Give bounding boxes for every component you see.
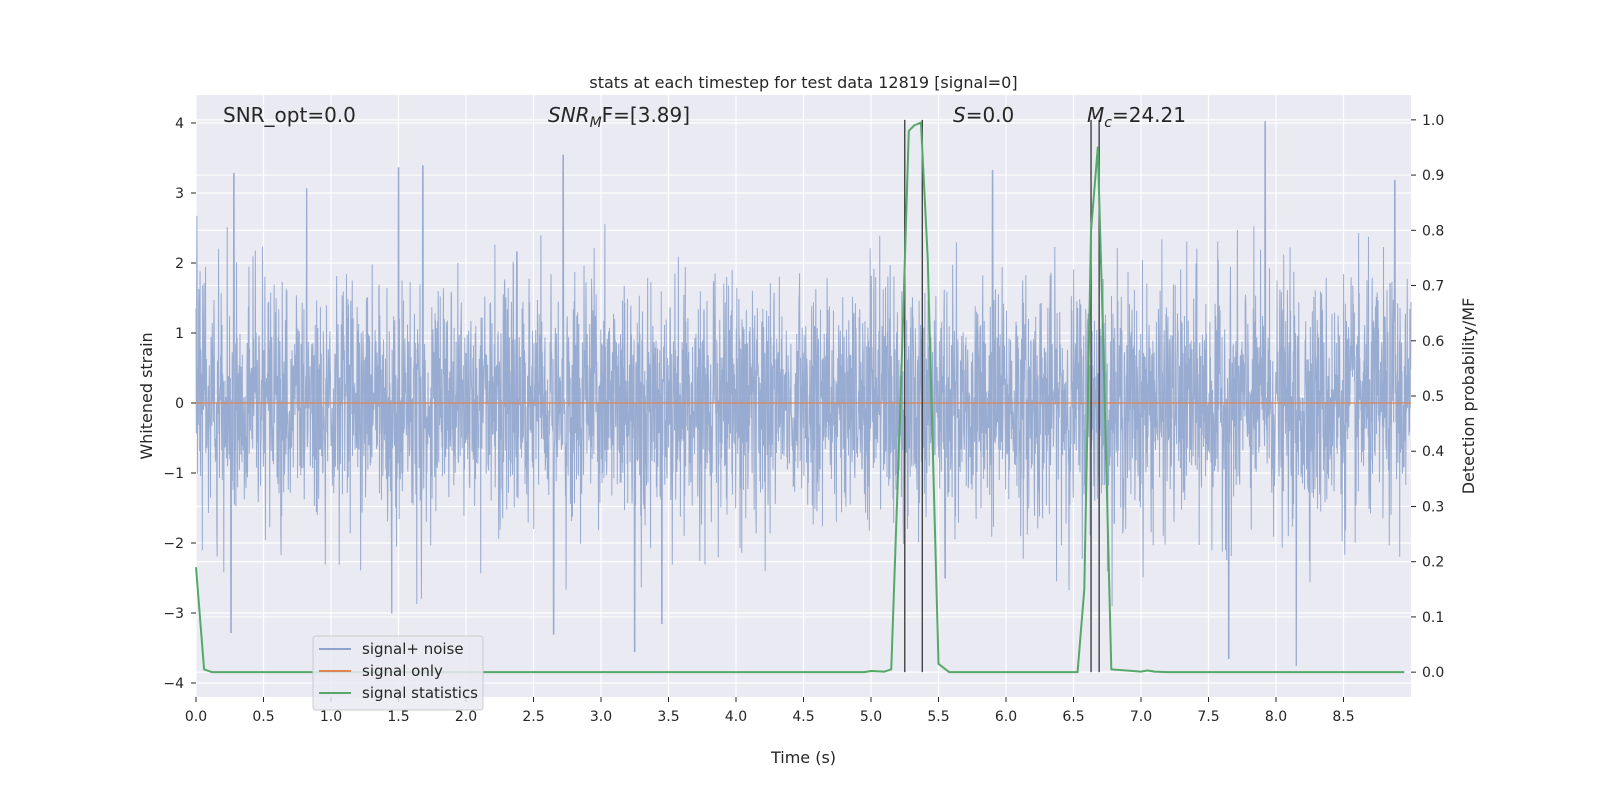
- snr-mf-suffix: F=[3.89]: [602, 103, 690, 127]
- snr-mf-prefix: SNR: [548, 103, 590, 127]
- signal-statistics-trace: [195, 121, 1405, 674]
- x-tick-label-13: 6.5: [1062, 709, 1084, 725]
- x-tick-label-17: 8.5: [1332, 709, 1354, 725]
- legend-label-signal-statistics: signal statistics: [362, 684, 478, 702]
- x-tick-label-12: 6.0: [995, 709, 1017, 725]
- annotation-mc: Mc=24.21: [1087, 103, 1186, 131]
- yr-tick-label-1: 0.9: [1422, 168, 1444, 184]
- yr-tick-label-7: 0.3: [1422, 499, 1444, 515]
- x-axis-label: Time (s): [770, 748, 836, 767]
- x-tick-label-16: 8.0: [1265, 709, 1287, 725]
- legend: signal+ noise signal only signal statist…: [312, 635, 484, 711]
- x-tick-label-6: 3.0: [590, 709, 612, 725]
- yl-tick-label-1: 3: [175, 186, 184, 202]
- y-left-axis-ticks: 4 3 2 1 0 −1 −2 −3 −4: [163, 116, 196, 692]
- y-right-axis-ticks: 1.0 0.9 0.8 0.7 0.6 0.5 0.4 0.3 0.2 0.1 0.0: [1411, 113, 1444, 681]
- yl-tick-label-8: −4: [163, 676, 184, 692]
- series-signal-noise: [195, 121, 1412, 666]
- annotation-snr-mf: SNRMF=[3.89]: [548, 103, 690, 131]
- s-prefix: S: [953, 103, 966, 127]
- yl-tick-label-6: −2: [163, 536, 184, 552]
- s-suffix: =0.0: [966, 103, 1015, 127]
- x-tick-label-4: 2.0: [455, 709, 477, 725]
- yl-tick-label-5: −1: [163, 466, 184, 482]
- yr-tick-label-2: 0.8: [1422, 223, 1444, 239]
- x-tick-label-0: 0.0: [185, 709, 207, 725]
- series-signal-statistics: [195, 121, 1405, 674]
- x-tick-label-15: 7.5: [1197, 709, 1219, 725]
- mc-prefix: M: [1087, 103, 1104, 127]
- yr-tick-label-4: 0.6: [1422, 334, 1444, 350]
- noise-trace: [195, 121, 1412, 666]
- yr-tick-label-0: 1.0: [1422, 113, 1444, 129]
- yr-tick-label-5: 0.5: [1422, 389, 1444, 405]
- legend-label-signal-noise: signal+ noise: [362, 640, 464, 658]
- legend-label-signal-only: signal only: [362, 662, 443, 680]
- x-tick-label-7: 3.5: [657, 709, 679, 725]
- x-tick-label-8: 4.0: [725, 709, 747, 725]
- yl-tick-label-0: 4: [175, 116, 184, 132]
- chart-title: stats at each timestep for test data 128…: [589, 73, 1017, 92]
- yl-tick-label-7: −3: [163, 606, 184, 622]
- y-left-axis-label: Whitened strain: [137, 332, 156, 459]
- legend-box: [312, 635, 484, 711]
- x-tick-label-10: 5.0: [860, 709, 882, 725]
- yl-tick-label-4: 0: [175, 396, 184, 412]
- yr-tick-label-6: 0.4: [1422, 444, 1444, 460]
- annotation-snr-opt: SNR_opt=0.0: [223, 103, 356, 127]
- x-tick-label-5: 2.5: [522, 709, 544, 725]
- yr-tick-label-3: 0.7: [1422, 279, 1444, 295]
- x-tick-label-3: 1.5: [387, 709, 409, 725]
- x-axis-ticks: 0.0 0.5 1.0 1.5 2.0 2.5 3.0 3.5 4.0 4.5 5.0 5.5 6.0 6…: [185, 697, 1355, 725]
- yr-tick-label-9: 0.1: [1422, 610, 1444, 626]
- y-right-axis-label: Detection probability/MF: [1459, 298, 1478, 495]
- x-tick-label-9: 4.5: [792, 709, 814, 725]
- x-tick-label-11: 5.5: [927, 709, 949, 725]
- snr-mf-sub: M: [590, 115, 602, 131]
- mc-sub: c: [1104, 115, 1112, 131]
- mc-suffix: =24.21: [1112, 103, 1186, 127]
- x-tick-label-14: 7.0: [1130, 709, 1152, 725]
- yl-tick-label-3: 1: [175, 326, 184, 342]
- x-tick-label-2: 1.0: [320, 709, 342, 725]
- yr-tick-label-8: 0.2: [1422, 555, 1444, 571]
- yr-tick-label-10: 0.0: [1422, 665, 1444, 681]
- annotation-s: S=0.0: [953, 103, 1014, 127]
- x-tick-label-1: 0.5: [252, 709, 274, 725]
- yl-tick-label-2: 2: [175, 256, 184, 272]
